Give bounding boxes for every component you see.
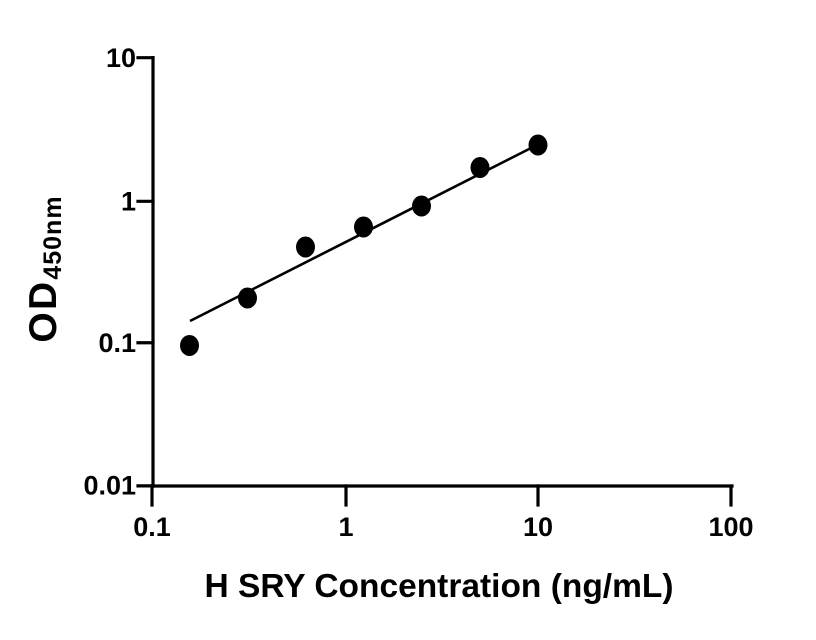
svg-text:H SRY Concentration (ng/mL): H SRY Concentration (ng/mL) bbox=[205, 568, 674, 605]
svg-text:1: 1 bbox=[338, 512, 353, 542]
svg-text:0.01: 0.01 bbox=[83, 471, 136, 501]
svg-text:0.1: 0.1 bbox=[133, 512, 171, 542]
svg-text:1: 1 bbox=[121, 187, 136, 217]
svg-text:10: 10 bbox=[106, 43, 136, 73]
svg-text:0.1: 0.1 bbox=[98, 328, 136, 358]
svg-text:10: 10 bbox=[523, 512, 553, 542]
svg-text:100: 100 bbox=[708, 512, 753, 542]
